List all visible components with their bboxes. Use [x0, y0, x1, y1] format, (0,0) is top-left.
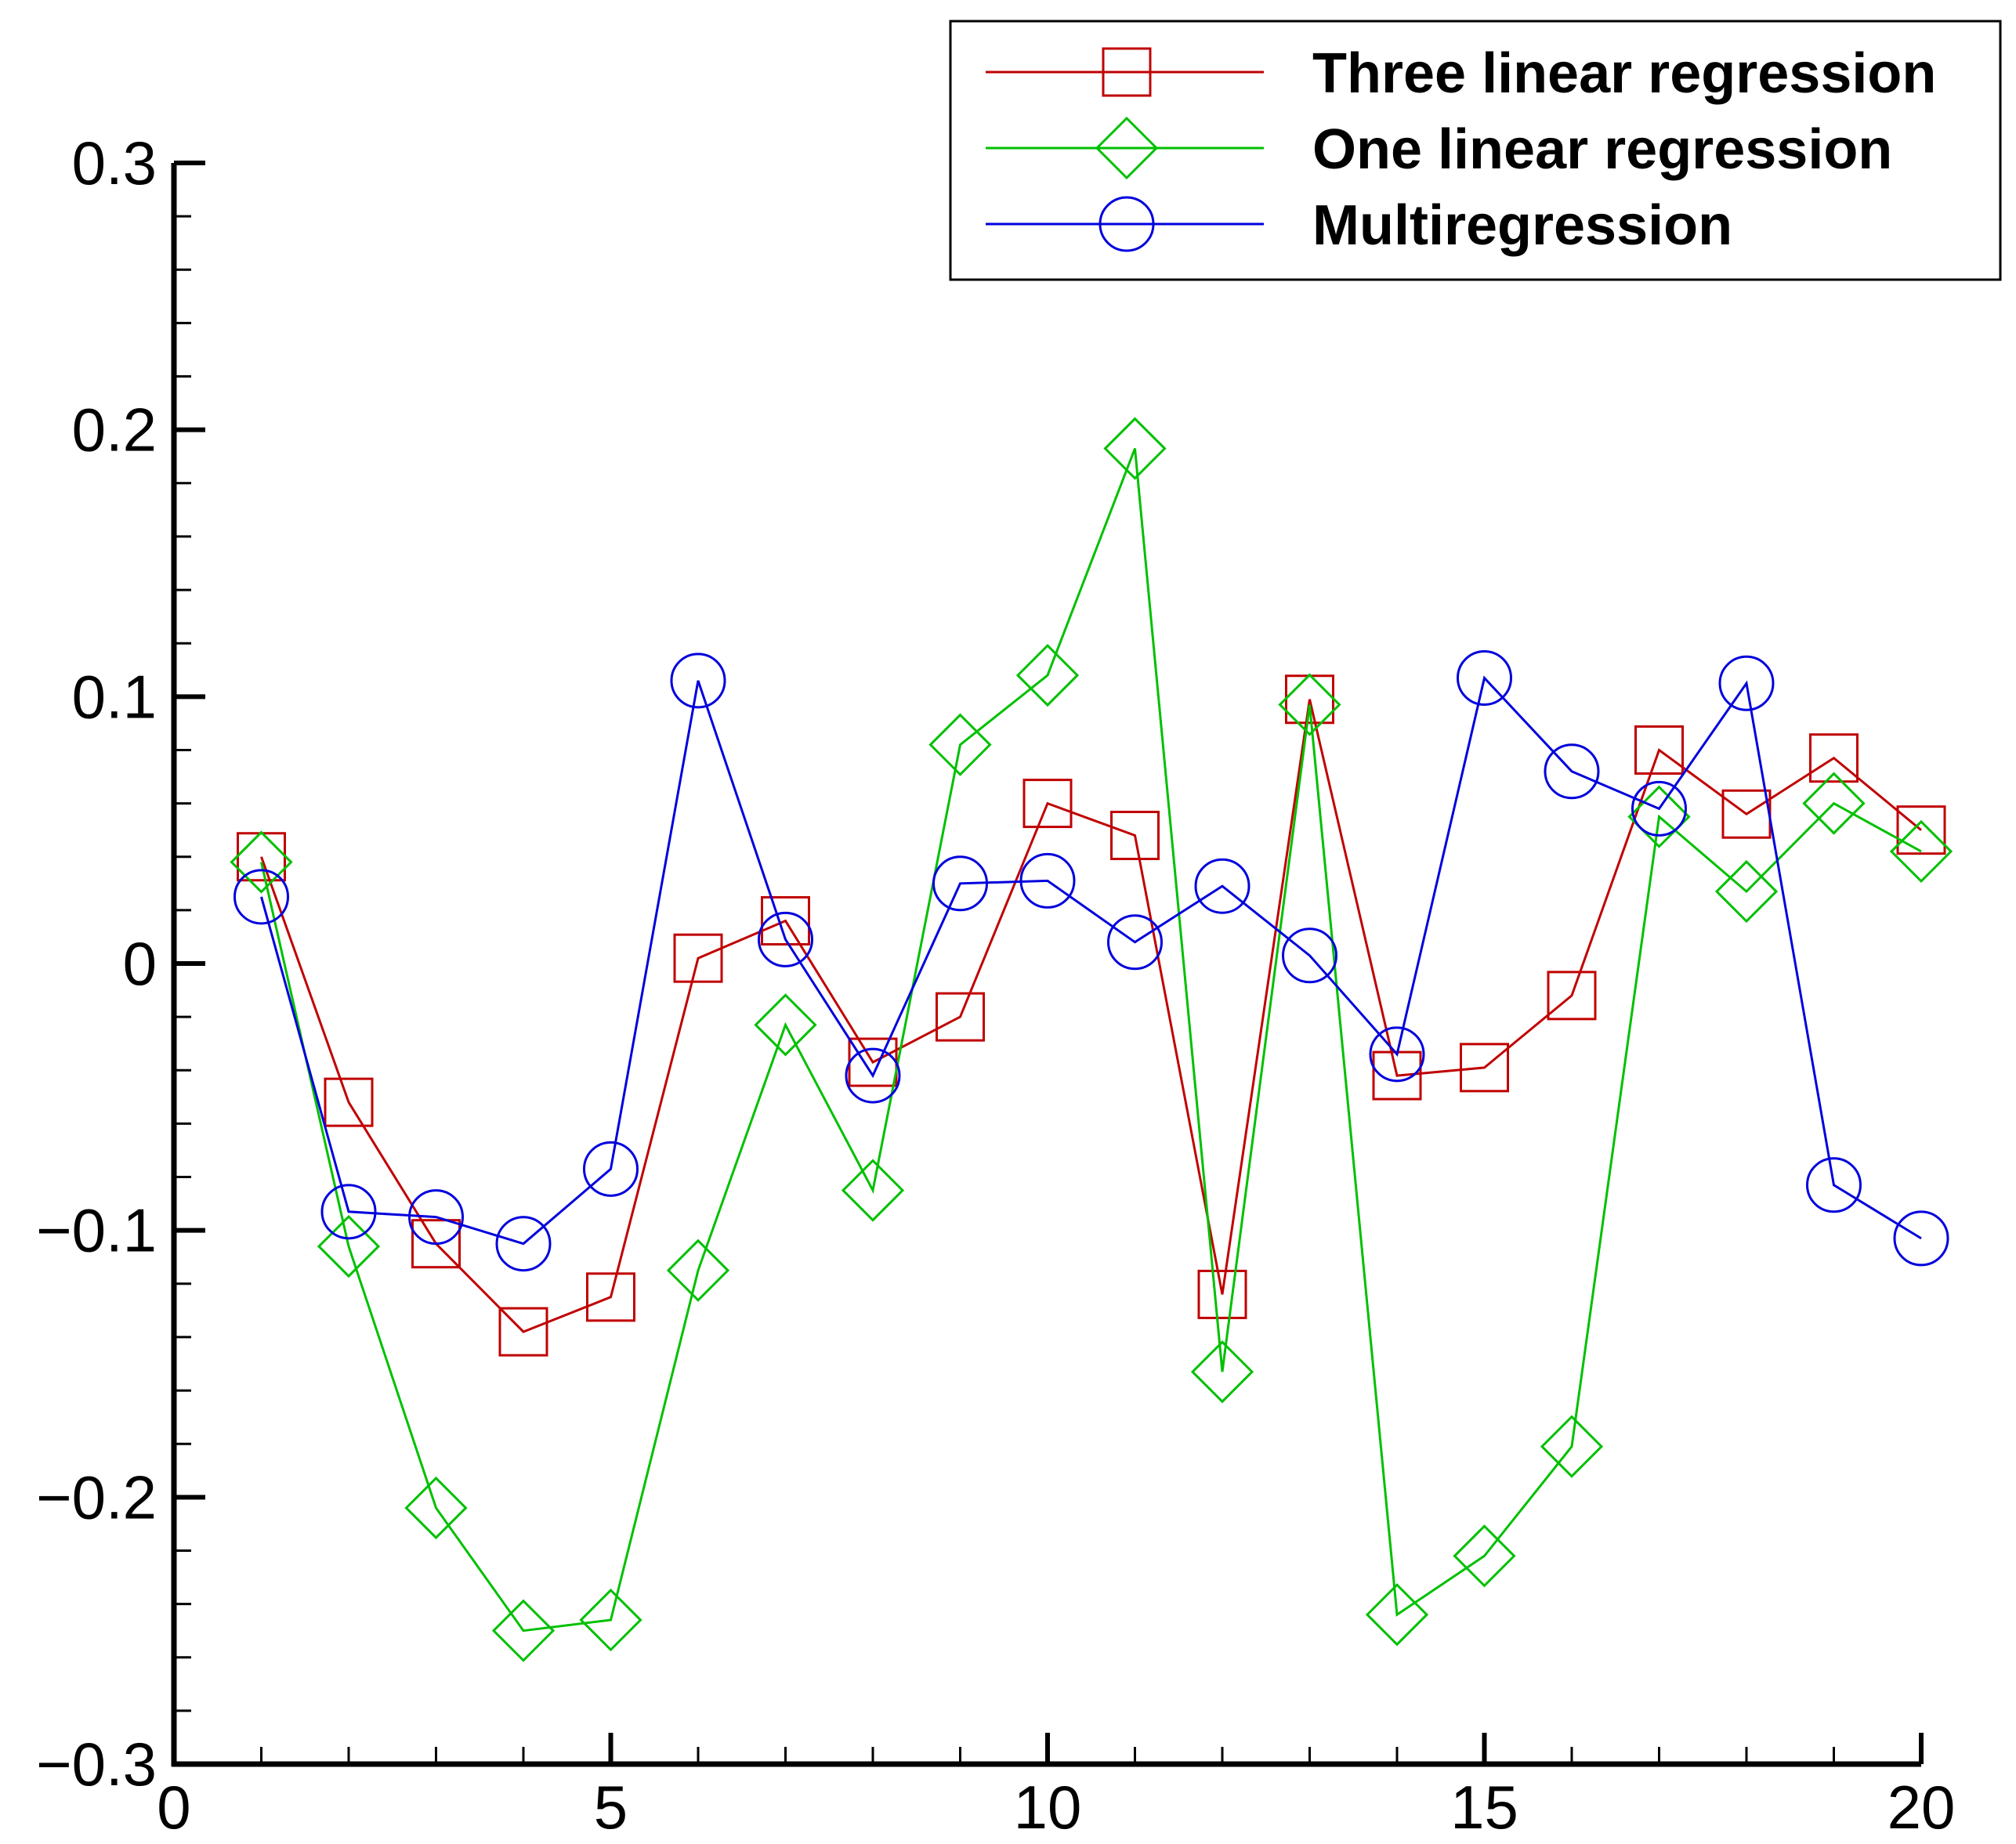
- data-point-marker: [583, 1141, 639, 1197]
- x-tick-label: 5: [594, 1773, 628, 1842]
- data-point-marker: [1893, 1210, 1949, 1267]
- data-point-marker: [1019, 852, 1076, 909]
- data-point-marker: [491, 1599, 556, 1662]
- data-point-marker: [1547, 971, 1597, 1021]
- data-point-marker: [1022, 779, 1073, 829]
- data-point-marker: [761, 895, 810, 946]
- data-point-marker: [495, 1216, 552, 1272]
- series-layer: [230, 417, 1953, 1662]
- data-point-marker: [1197, 1269, 1247, 1319]
- data-point-marker: [936, 992, 985, 1042]
- data-point-marker: [579, 1588, 642, 1652]
- data-point-marker: [1015, 643, 1080, 707]
- data-point-marker: [928, 713, 992, 776]
- data-point-marker: [404, 1476, 468, 1540]
- data-point-marker: [845, 1047, 901, 1104]
- x-tick-label: 15: [1450, 1773, 1518, 1842]
- y-tick-label: 0.3: [72, 128, 157, 197]
- data-point-marker: [408, 1189, 464, 1246]
- y-tick-label: −0.1: [36, 1196, 157, 1265]
- data-point-marker: [1282, 927, 1337, 984]
- data-point-marker: [754, 993, 817, 1057]
- y-tick-label: −0.3: [36, 1730, 157, 1799]
- data-point-marker: [932, 855, 988, 912]
- data-point-marker: [1457, 649, 1512, 706]
- data-point-marker: [1369, 1026, 1425, 1083]
- legend: Three linear regression One linear regres…: [949, 20, 2002, 281]
- data-point-marker: [1365, 1583, 1429, 1647]
- axes: −0.3 −0.2 −0.1 0 0.1 0.2 0.3 0 5 10 15 20: [36, 128, 1955, 1842]
- data-point-marker: [670, 653, 726, 709]
- data-point-marker: [1278, 673, 1341, 736]
- legend-marker: [1095, 116, 1159, 180]
- data-point-marker: [1544, 743, 1600, 800]
- series-line: [260, 447, 1922, 1632]
- data-point-marker: [1110, 810, 1160, 860]
- x-tick-label: 20: [1888, 1773, 1956, 1842]
- data-point-marker: [320, 1184, 377, 1240]
- data-point-marker: [1802, 772, 1866, 835]
- data-point-marker: [1453, 1524, 1516, 1588]
- data-point-marker: [1714, 859, 1779, 924]
- data-point-marker: [233, 869, 289, 925]
- series-line: [260, 699, 1922, 1333]
- data-point-marker: [666, 1238, 730, 1302]
- data-point-marker: [1896, 805, 1946, 855]
- data-point-marker: [317, 1214, 381, 1278]
- series-diamond: [230, 417, 1953, 1662]
- y-tick-label: 0: [123, 929, 157, 998]
- data-point-marker: [673, 933, 723, 983]
- y-tick-label: 0.1: [72, 662, 157, 731]
- x-tick-label: 10: [1014, 1773, 1082, 1842]
- data-point-marker: [1190, 1340, 1254, 1404]
- data-point-marker: [1540, 1415, 1604, 1478]
- y-tick-label: −0.2: [36, 1463, 157, 1531]
- legend-label: Three linear regression: [1312, 42, 1936, 105]
- data-point-marker: [1634, 725, 1684, 775]
- data-point-marker: [1631, 780, 1687, 837]
- data-point-marker: [1194, 858, 1250, 914]
- data-point-marker: [1718, 655, 1775, 711]
- series-circle: [233, 649, 1949, 1272]
- series-line: [260, 675, 1922, 1246]
- legend-label: Multiregression: [1312, 194, 1732, 257]
- data-point-marker: [1103, 417, 1167, 480]
- legend-label: One linear regression: [1312, 118, 1892, 181]
- x-tick-label: 0: [157, 1773, 190, 1842]
- legend-marker: [1102, 47, 1152, 97]
- data-point-marker: [1806, 1157, 1862, 1213]
- data-point-marker: [411, 1219, 461, 1269]
- data-point-marker: [1889, 819, 1953, 884]
- data-point-marker: [841, 1159, 905, 1222]
- legend-box: [949, 20, 2002, 281]
- data-point-marker: [230, 830, 293, 894]
- series-square: [237, 674, 1946, 1357]
- legend-marker: [1098, 196, 1155, 252]
- data-point-marker: [1460, 1043, 1509, 1093]
- data-point-marker: [1107, 914, 1163, 971]
- y-tick-label: 0.2: [72, 396, 157, 465]
- data-point-marker: [586, 1272, 635, 1322]
- data-point-marker: [1627, 785, 1691, 848]
- data-point-marker: [498, 1307, 548, 1357]
- data-point-marker: [1809, 733, 1859, 783]
- data-point-marker: [324, 1077, 374, 1127]
- data-point-marker: [758, 911, 813, 967]
